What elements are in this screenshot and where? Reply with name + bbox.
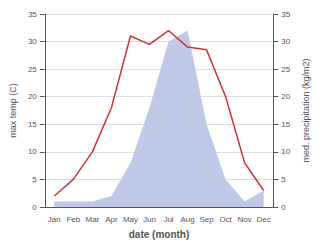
svg-text:15: 15 xyxy=(281,120,290,129)
svg-text:Jan: Jan xyxy=(48,215,61,224)
svg-text:May: May xyxy=(123,215,138,224)
svg-text:35: 35 xyxy=(28,10,37,19)
svg-text:Mar: Mar xyxy=(85,215,99,224)
svg-text:date (month): date (month) xyxy=(129,229,190,240)
svg-text:Jul: Jul xyxy=(163,215,173,224)
svg-text:5: 5 xyxy=(281,175,286,184)
svg-text:35: 35 xyxy=(281,10,290,19)
svg-text:Nov: Nov xyxy=(238,215,252,224)
svg-text:10: 10 xyxy=(28,147,37,156)
svg-text:Oct: Oct xyxy=(219,215,232,224)
svg-text:Sep: Sep xyxy=(199,215,214,224)
svg-text:20: 20 xyxy=(28,92,37,101)
svg-text:Apr: Apr xyxy=(105,215,118,224)
svg-text:0: 0 xyxy=(281,203,286,212)
svg-text:Jun: Jun xyxy=(143,215,156,224)
svg-text:med. precipitation (kg/m2): med. precipitation (kg/m2) xyxy=(301,58,311,162)
svg-text:Aug: Aug xyxy=(180,215,194,224)
svg-text:Feb: Feb xyxy=(66,215,80,224)
svg-text:0: 0 xyxy=(32,203,37,212)
svg-text:10: 10 xyxy=(281,147,290,156)
svg-text:max temp (C): max temp (C) xyxy=(8,83,18,138)
svg-text:5: 5 xyxy=(32,175,37,184)
svg-text:20: 20 xyxy=(281,92,290,101)
svg-text:30: 30 xyxy=(28,37,37,46)
svg-text:15: 15 xyxy=(28,120,37,129)
svg-text:25: 25 xyxy=(28,65,37,74)
svg-text:30: 30 xyxy=(281,37,290,46)
svg-text:25: 25 xyxy=(281,65,290,74)
svg-text:Dec: Dec xyxy=(257,215,271,224)
